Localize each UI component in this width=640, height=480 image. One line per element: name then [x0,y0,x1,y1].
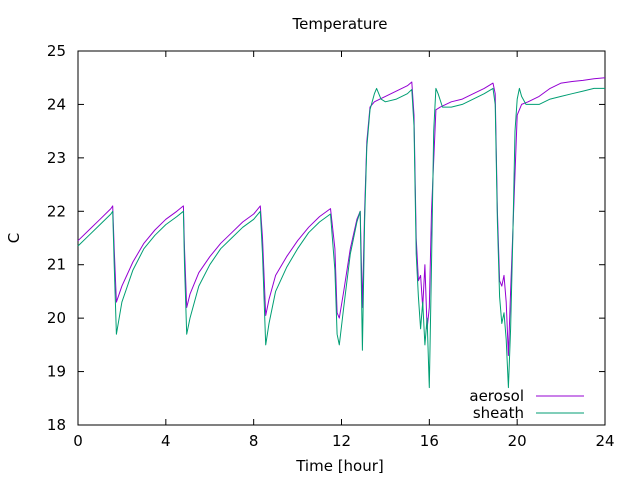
x-axis-label: Time [hour] [295,457,384,475]
x-tick-label: 8 [249,432,259,450]
y-tick-label: 21 [47,256,66,274]
y-axis-label: C [5,233,23,243]
series-lines [77,77,606,389]
y-tick-label: 22 [47,202,66,220]
legend-label-sheath: sheath [473,404,524,422]
y-tick-label: 19 [47,363,66,381]
x-tick-label: 20 [508,432,527,450]
series-line-aerosol [77,77,606,356]
y-tick-label: 18 [47,416,66,434]
y-tick-label: 23 [47,149,66,167]
x-tick-label: 0 [73,432,83,450]
y-tick-label: 24 [47,95,66,113]
plot-frame [77,50,606,426]
x-tick-label: 4 [161,432,171,450]
chart-title: Temperature [291,15,387,33]
axis-ticks: 0 4 8 12 16 20 24 18 19 20 21 22 23 24 25 [47,42,615,450]
legend-label-aerosol: aerosol [469,387,524,405]
x-tick-label: 24 [595,432,614,450]
y-tick-label: 25 [47,42,66,60]
x-tick-label: 12 [332,432,351,450]
series-line-sheath [77,87,605,389]
x-tick-label: 16 [420,432,439,450]
y-tick-label: 20 [47,309,66,327]
